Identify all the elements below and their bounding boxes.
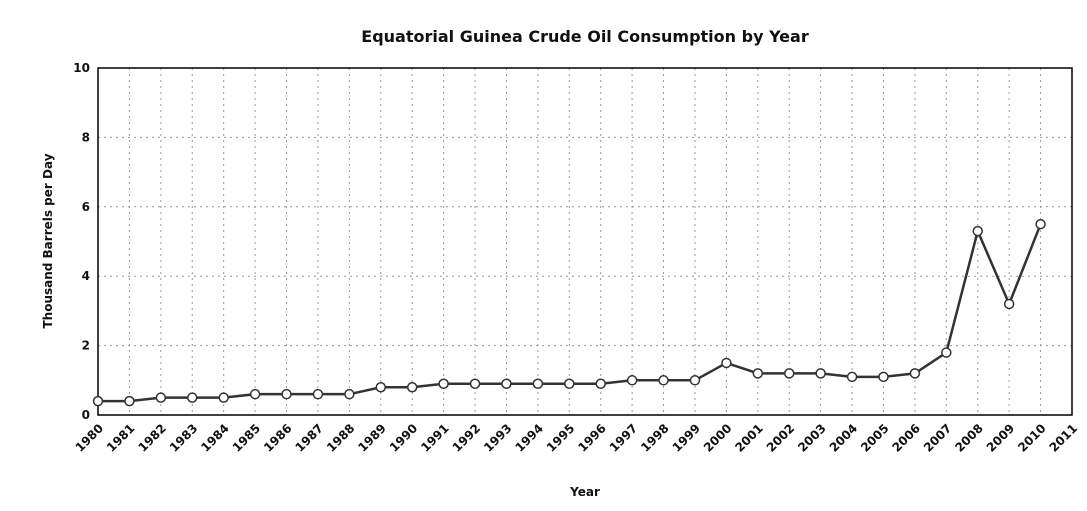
point	[92, 395, 104, 407]
x-tick-label: 1983	[167, 421, 201, 455]
point	[501, 378, 512, 390]
point	[532, 378, 544, 390]
x-tick-label: 1984	[198, 421, 232, 455]
x-tick-label: 2008	[952, 421, 986, 455]
x-tick-label: 1981	[104, 421, 138, 455]
x-tick-label: 2007	[921, 421, 955, 455]
point	[626, 375, 638, 386]
x-tick-label: 1982	[135, 421, 169, 455]
x-tick-label: 2000	[701, 421, 735, 455]
x-axis-label: Year	[569, 485, 600, 499]
point	[249, 388, 261, 400]
x-tick-label: 2010	[1015, 421, 1049, 455]
x-tick-label: 2004	[827, 421, 861, 455]
point	[972, 225, 983, 237]
x-tick-label: 1991	[418, 421, 452, 455]
x-tick-label: 2003	[795, 421, 829, 455]
point	[658, 375, 669, 386]
x-tick-label: 1987	[293, 421, 327, 455]
y-tick-label: 0	[82, 408, 90, 422]
point	[1003, 298, 1015, 310]
y-tick-label: 10	[73, 61, 90, 75]
point	[438, 378, 449, 390]
point	[469, 378, 481, 390]
x-tick-label: 1995	[544, 421, 578, 455]
point	[187, 392, 198, 403]
x-tick-label: 1986	[261, 421, 295, 455]
point	[406, 381, 418, 393]
point	[783, 368, 795, 379]
point	[312, 388, 324, 400]
point	[909, 368, 921, 379]
point	[846, 371, 858, 383]
x-tick-label: 1994	[512, 421, 546, 455]
point	[815, 368, 826, 379]
x-tick-label: 1990	[387, 421, 421, 455]
y-tick-label: 8	[82, 130, 90, 144]
x-tick-label: 2002	[764, 421, 798, 455]
y-axis-label: Thousand Barrels per Day	[41, 153, 55, 328]
x-tick-label: 1996	[575, 421, 609, 455]
point	[878, 371, 889, 383]
point	[155, 392, 167, 403]
point	[124, 395, 135, 407]
x-tick-label: 2009	[984, 421, 1018, 455]
chart-title: Equatorial Guinea Crude Oil Consumption …	[361, 27, 809, 46]
point	[218, 392, 229, 403]
x-tick-label: 1985	[230, 421, 264, 455]
x-tick-label: 2006	[890, 421, 924, 455]
point	[344, 388, 355, 400]
point	[941, 347, 952, 358]
x-tick-label: 1989	[355, 421, 389, 455]
point	[564, 378, 575, 390]
point	[752, 368, 764, 379]
x-tick-label: 2001	[732, 421, 766, 455]
point	[281, 388, 292, 400]
x-tick-label: 1997	[607, 421, 641, 455]
x-tick-label: 1988	[324, 421, 358, 455]
x-tick-label: 1998	[638, 421, 672, 455]
x-tick-label: 2011	[1047, 421, 1081, 455]
point	[689, 375, 701, 386]
x-tick-label: 2005	[858, 421, 892, 455]
point	[1035, 218, 1046, 230]
y-tick-label: 6	[82, 200, 90, 214]
x-tick-label: 1992	[450, 421, 484, 455]
y-tick-label: 4	[82, 269, 90, 283]
x-tick-label: 1993	[481, 421, 515, 455]
point	[721, 357, 732, 369]
x-tick-label: 1980	[73, 421, 107, 455]
point	[595, 378, 606, 390]
y-tick-label: 2	[82, 339, 90, 353]
plot-frame	[97, 67, 1073, 416]
x-tick-label: 1999	[670, 421, 704, 455]
point	[375, 381, 387, 393]
